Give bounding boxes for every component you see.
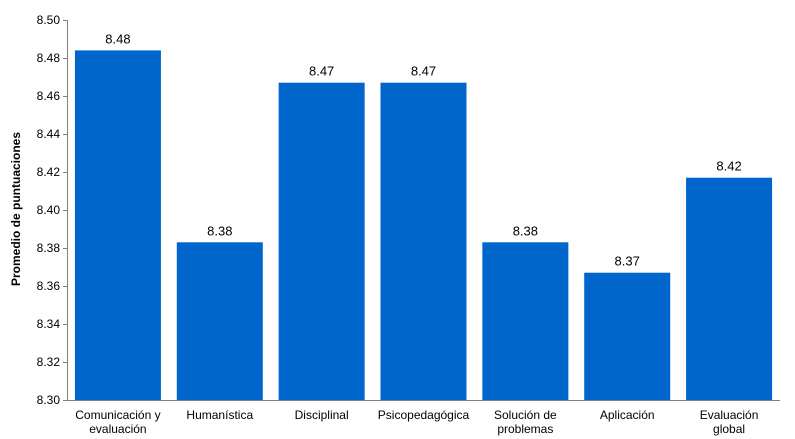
- data-label: 8.48: [105, 31, 130, 46]
- data-label: 8.47: [309, 64, 334, 79]
- y-tick-label: 8.46: [37, 89, 61, 103]
- x-category-label: Disciplinal: [295, 408, 349, 422]
- y-axis-ticks: 8.30 8.32 8.34 8.36 8.38 8.40 8.42 8.44 8.46 8.48…: [37, 13, 67, 407]
- y-tick-label: 8.50: [37, 13, 61, 27]
- data-labels: 8.48 8.38 8.47 8.47 8.38 8.37 8.42: [105, 31, 741, 268]
- x-category-label: evaluación: [89, 422, 146, 436]
- x-category-label: problemas: [497, 422, 553, 436]
- data-label: 8.47: [411, 64, 436, 79]
- x-category-label: Evaluación: [700, 408, 759, 422]
- data-label: 8.38: [207, 223, 232, 238]
- y-tick-label: 8.40: [37, 203, 61, 217]
- y-tick-label: 8.30: [37, 393, 61, 407]
- y-tick-label: 8.36: [37, 279, 61, 293]
- data-label: 8.38: [513, 223, 538, 238]
- x-category-label: global: [713, 422, 745, 436]
- data-label: 8.37: [615, 254, 640, 269]
- x-category-label: Psicopedagógica: [378, 408, 470, 422]
- y-tick-label: 8.42: [37, 165, 61, 179]
- bar: [74, 50, 161, 401]
- bars: [74, 50, 773, 401]
- y-tick-label: 8.44: [37, 127, 61, 141]
- y-tick-label: 8.48: [37, 51, 61, 65]
- bar: [584, 272, 671, 400]
- bar: [686, 177, 773, 400]
- x-category-label: Solución de: [494, 408, 557, 422]
- bar: [176, 242, 263, 400]
- y-tick-label: 8.34: [37, 317, 61, 331]
- data-label: 8.42: [716, 159, 741, 174]
- y-axis-label: Promedio de puntuaciones: [9, 132, 23, 286]
- bar: [482, 242, 569, 400]
- y-tick-label: 8.38: [37, 241, 61, 255]
- bar: [278, 82, 365, 400]
- x-category-label: Comunicación y: [75, 408, 160, 422]
- y-tick-label: 8.32: [37, 355, 61, 369]
- bar: [380, 82, 467, 400]
- x-category-label: Humanística: [186, 408, 253, 422]
- x-category-label: Aplicación: [600, 408, 655, 422]
